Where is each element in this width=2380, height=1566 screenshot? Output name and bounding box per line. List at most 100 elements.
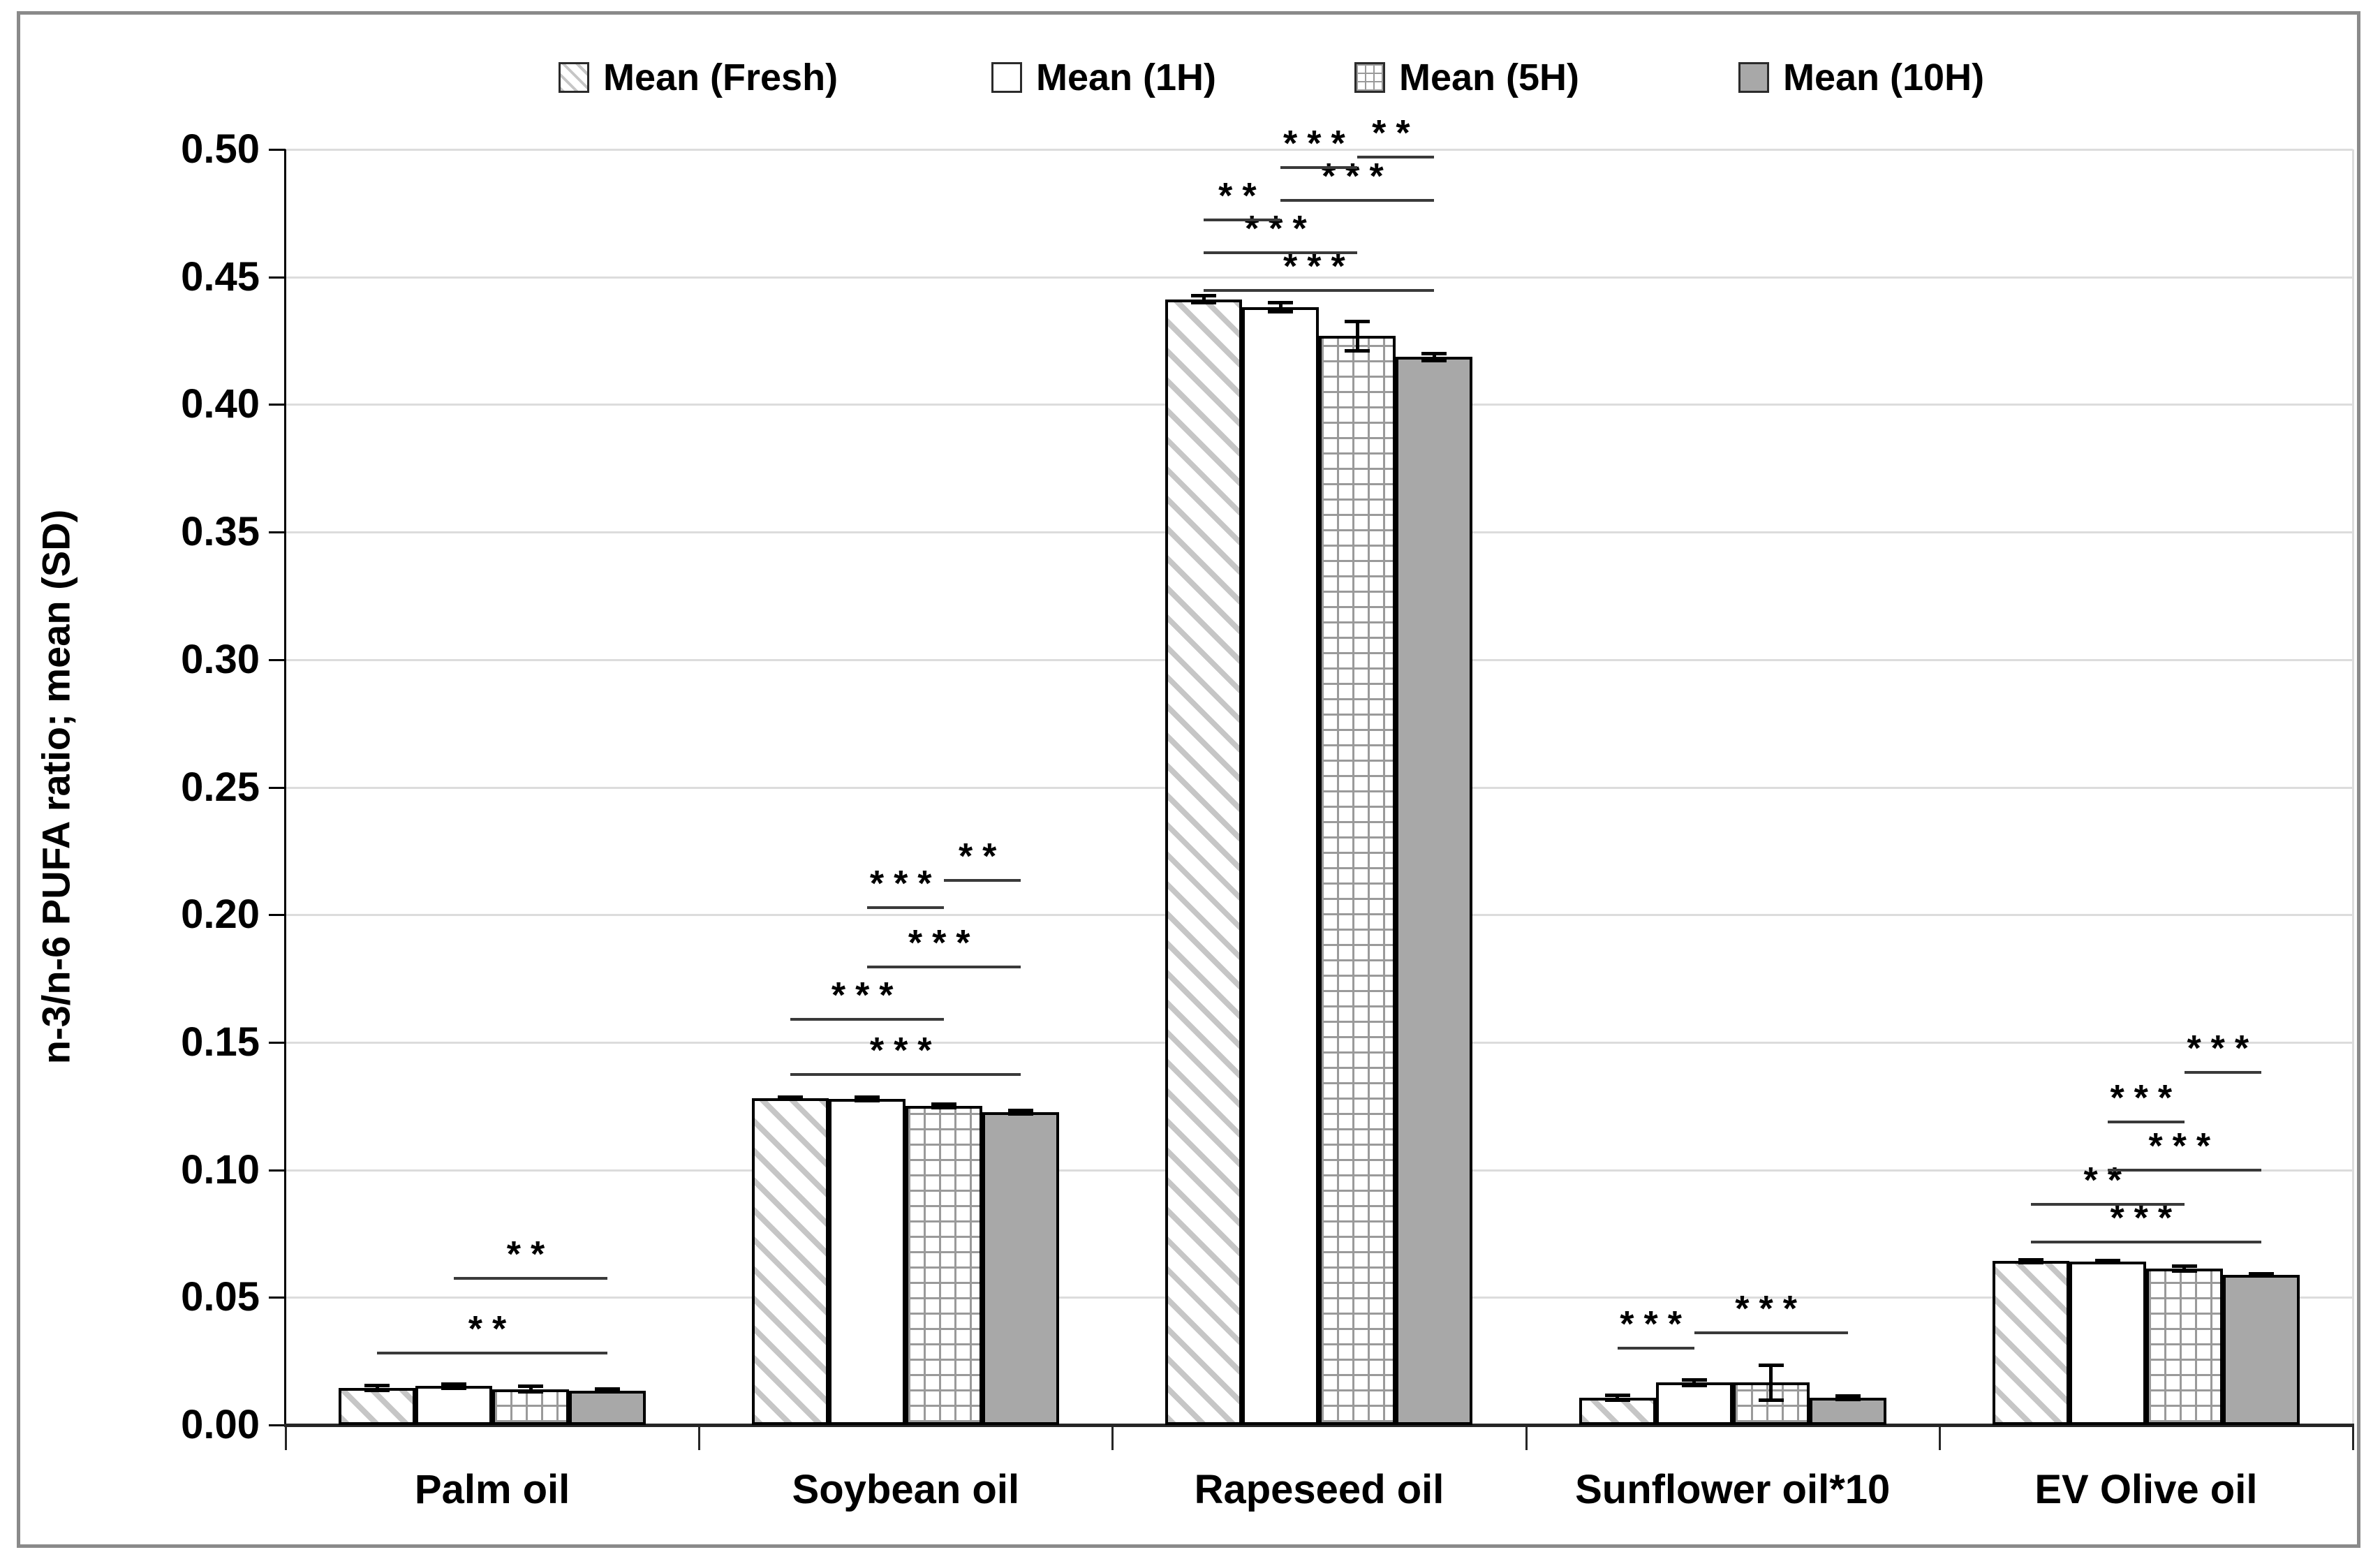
bar-h5-rapeseed-oil <box>1319 336 1396 1425</box>
significance-label-ev-olive-oil: *** <box>2187 1028 2259 1069</box>
y-tick-label: 0.45 <box>181 253 260 300</box>
y-tick-label: 0.05 <box>181 1274 260 1320</box>
bar-h10-ev-olive-oil <box>2222 1275 2300 1425</box>
y-tick-label: 0.25 <box>181 764 260 810</box>
legend-swatch-diagonal-hatch-icon <box>559 62 589 93</box>
y-axis-title: n-3/n-6 PUFA ratio; mean (SD) <box>34 509 78 1065</box>
significance-line-ev-olive-oil <box>2107 1120 2185 1123</box>
y-tick <box>269 531 286 534</box>
error-bar-cap-top <box>1758 1363 1784 1367</box>
y-tick <box>269 786 286 789</box>
significance-label-rapeseed-oil: *** <box>1322 156 1394 198</box>
y-axis-line <box>284 149 286 1427</box>
bar-h10-palm-oil <box>569 1390 646 1425</box>
error-bar-cap-top <box>2018 1258 2043 1262</box>
error-bar-cap-top <box>2248 1272 2274 1276</box>
error-bar-cap-top <box>364 1383 390 1387</box>
x-category-label-sunflower-oil-10: Sunflower oil*10 <box>1575 1467 1891 1512</box>
significance-line-ev-olive-oil <box>2184 1070 2261 1074</box>
significance-line-ev-olive-oil <box>2107 1168 2261 1172</box>
y-tick-label: 0.10 <box>181 1146 260 1192</box>
significance-label-ev-olive-oil: *** <box>2110 1077 2182 1118</box>
bar-h5-palm-oil <box>492 1389 569 1425</box>
error-bar-cap-top <box>2171 1264 2197 1268</box>
error-bar-cap-top <box>2094 1258 2120 1262</box>
error-bar <box>1432 353 1436 361</box>
y-tick <box>269 1297 286 1299</box>
error-bar <box>2182 1265 2187 1272</box>
significance-label-soybean-oil: *** <box>831 975 903 1016</box>
bar-h5-soybean-oil <box>906 1106 983 1425</box>
error-bar <box>452 1383 456 1389</box>
error-bar-cap-bottom <box>1008 1111 1034 1116</box>
significance-label-sunflower-oil-10: *** <box>1620 1303 1692 1345</box>
error-bar-cap-bottom <box>1758 1398 1784 1402</box>
x-tick <box>1525 1425 1528 1450</box>
significance-line-soybean-oil <box>790 1072 1021 1076</box>
bar-fresh-palm-oil <box>339 1388 415 1425</box>
y-tick <box>269 149 286 151</box>
error-bar <box>1616 1395 1620 1401</box>
bar-fresh-soybean-oil <box>752 1098 829 1425</box>
error-bar-cap-bottom <box>1345 349 1370 353</box>
error-bar <box>1278 302 1283 313</box>
y-tick-label: 0.00 <box>181 1402 260 1447</box>
bar-h1-sunflower-oil-10 <box>1655 1382 1733 1425</box>
x-category-label-ev-olive-oil: EV Olive oil <box>2034 1467 2258 1512</box>
y-tick-label: 0.35 <box>181 509 260 555</box>
error-bar-cap-top <box>518 1384 543 1389</box>
gridline <box>286 149 2353 151</box>
significance-label-rapeseed-oil: ** <box>1372 112 1420 154</box>
error-bar-cap-top <box>1604 1394 1630 1398</box>
significance-line-palm-oil <box>454 1276 607 1280</box>
error-bar-cap-bottom <box>1835 1397 1861 1401</box>
legend-label: Mean (10H) <box>1783 57 1985 98</box>
bar-h10-rapeseed-oil <box>1396 357 1473 1425</box>
significance-label-sunflower-oil-10: *** <box>1735 1289 1807 1330</box>
y-tick-label: 0.40 <box>181 381 260 427</box>
error-bar <box>1769 1364 1773 1401</box>
error-bar-cap-bottom <box>1268 310 1294 314</box>
error-bar-cap-top <box>1681 1377 1707 1382</box>
significance-line-sunflower-oil-10 <box>1694 1331 1848 1335</box>
plot-right-border <box>2352 149 2354 1425</box>
legend-item-h10: Mean (10H) <box>1738 56 1984 99</box>
error-bar <box>1202 295 1206 304</box>
y-tick <box>269 1041 286 1044</box>
error-bar-cap-top <box>1008 1109 1034 1113</box>
error-bar-cap-top <box>595 1387 620 1391</box>
bar-fresh-rapeseed-oil <box>1165 299 1243 1425</box>
error-bar-cap-bottom <box>2248 1273 2274 1278</box>
error-bar-cap-bottom <box>778 1098 804 1102</box>
x-axis-line <box>284 1424 2354 1427</box>
significance-line-soybean-oil <box>867 966 1021 969</box>
significance-line-rapeseed-oil <box>1204 251 1358 254</box>
error-bar-cap-top <box>855 1095 880 1100</box>
significance-label-rapeseed-oil: *** <box>1245 208 1317 249</box>
significance-label-ev-olive-oil: *** <box>2148 1125 2221 1167</box>
x-tick <box>698 1425 701 1450</box>
legend-swatch-solid-gray-icon <box>1738 62 1769 93</box>
error-bar-cap-top <box>441 1382 466 1386</box>
significance-label-soybean-oil: *** <box>869 864 942 905</box>
error-bar-cap-bottom <box>441 1387 466 1391</box>
y-tick <box>269 1169 286 1172</box>
significance-line-soybean-oil <box>790 1018 945 1021</box>
x-category-label-soybean-oil: Soybean oil <box>792 1467 1020 1512</box>
x-tick <box>285 1425 287 1450</box>
legend-swatch-grid-icon <box>1354 62 1385 93</box>
legend-item-h1: Mean (1H) <box>991 56 1216 99</box>
error-bar-cap-top <box>1191 294 1217 298</box>
y-tick <box>269 276 286 279</box>
legend-label: Mean (5H) <box>1399 57 1580 98</box>
error-bar-cap-bottom <box>855 1098 880 1102</box>
bar-h10-sunflower-oil-10 <box>1809 1397 1886 1425</box>
error-bar-cap-top <box>778 1095 804 1100</box>
error-bar-cap-top <box>1345 319 1370 323</box>
error-bar-cap-bottom <box>1604 1398 1630 1402</box>
bar-fresh-ev-olive-oil <box>1992 1261 2069 1425</box>
error-bar <box>529 1386 533 1393</box>
y-tick <box>269 658 286 661</box>
bar-fresh-sunflower-oil-10 <box>1579 1397 1656 1425</box>
